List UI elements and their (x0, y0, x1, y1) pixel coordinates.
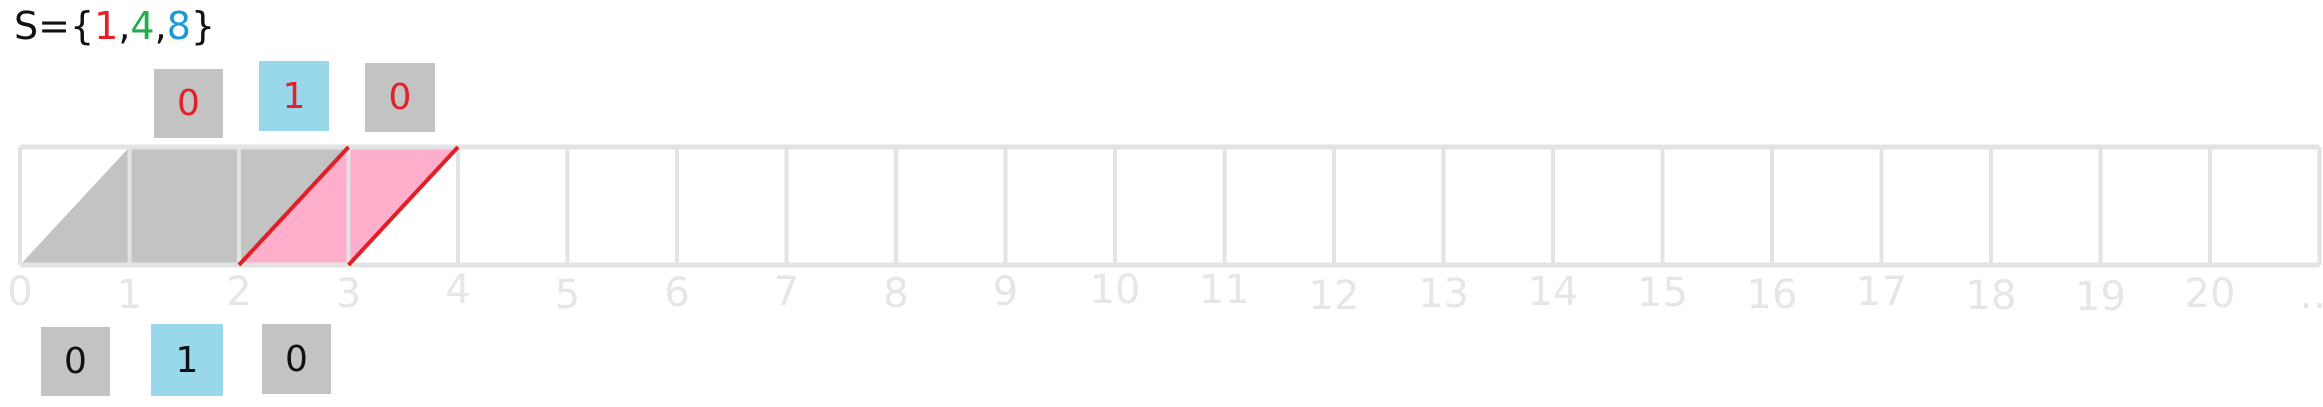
tick-label: 14 (1528, 269, 1579, 315)
top-badge: 0 (365, 63, 435, 132)
tape-grid (18, 144, 2322, 268)
tick-label: 20 (2185, 271, 2236, 317)
bottom-badge: 0 (41, 327, 110, 396)
set-element-1: 1 (94, 4, 119, 48)
set-element-2: 4 (130, 4, 155, 48)
bottom-badge: 0 (262, 324, 331, 394)
bottom-badge: 1 (151, 324, 223, 396)
tick-label: … (2300, 272, 2323, 318)
tick-label: 13 (1418, 271, 1469, 317)
tick-label: 9 (993, 269, 1018, 315)
red-diagonal (237, 145, 350, 267)
tick-label: 11 (1199, 267, 1250, 313)
tick-label: 1 (117, 272, 142, 318)
tick-label: 16 (1747, 272, 1798, 318)
tick-label: 19 (2075, 274, 2126, 320)
set-suffix: } (190, 4, 216, 48)
tick-label: 15 (1637, 270, 1688, 316)
red-diagonals (237, 145, 460, 267)
tick-label: 10 (1090, 267, 1141, 313)
top-badge: 0 (154, 69, 223, 138)
tick-label: 6 (664, 270, 689, 316)
tick-label: 0 (7, 269, 32, 315)
set-separator: , (118, 4, 131, 48)
cell-0-fill (20, 147, 130, 265)
red-diagonal (347, 145, 460, 267)
tick-label: 7 (774, 269, 799, 315)
cell-1-fill (129, 147, 239, 265)
top-badge: 1 (259, 61, 329, 131)
tick-label: 12 (1309, 273, 1360, 319)
tick-label: 5 (555, 272, 580, 318)
tick-label: 4 (445, 267, 470, 313)
set-separator: , (154, 4, 167, 48)
tick-label: 3 (336, 271, 361, 317)
tick-label: 17 (1856, 269, 1907, 315)
tick-label: 2 (226, 269, 251, 315)
tick-label: 18 (1966, 273, 2017, 319)
tick-label: 8 (883, 271, 908, 317)
set-definition: S={1,4,8} (14, 2, 215, 50)
set-prefix: S={ (14, 4, 95, 48)
set-element-3: 8 (166, 4, 191, 48)
